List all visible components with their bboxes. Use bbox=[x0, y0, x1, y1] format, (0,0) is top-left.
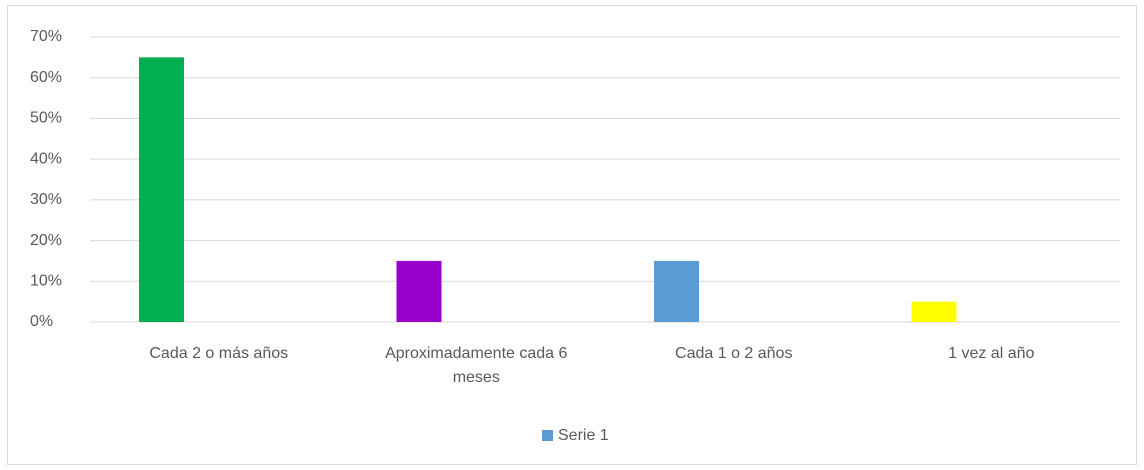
y-tick-label: 50% bbox=[30, 110, 62, 127]
legend-label: Serie 1 bbox=[558, 427, 609, 444]
x-tick-label: Cada 2 o más años bbox=[149, 345, 289, 362]
x-tick-label: 1 vez al año bbox=[948, 345, 1035, 362]
y-tick-label: 0% bbox=[30, 313, 53, 330]
y-tick-label: 70% bbox=[30, 28, 62, 45]
legend-swatch bbox=[542, 430, 553, 441]
y-tick-label: 10% bbox=[30, 273, 62, 290]
x-tick-label: Aproximadamente cada 6 meses bbox=[385, 345, 568, 386]
bar bbox=[654, 260, 699, 322]
y-tick-label: 20% bbox=[30, 232, 62, 249]
y-tick-label: 30% bbox=[30, 191, 62, 208]
chart-border bbox=[7, 5, 1137, 465]
y-tick-label: 60% bbox=[30, 69, 62, 86]
bar bbox=[396, 260, 442, 322]
bar bbox=[139, 57, 184, 322]
y-tick-label: 40% bbox=[30, 150, 62, 167]
bar bbox=[911, 301, 957, 322]
x-tick-label: Cada 1 o 2 años bbox=[675, 345, 793, 362]
